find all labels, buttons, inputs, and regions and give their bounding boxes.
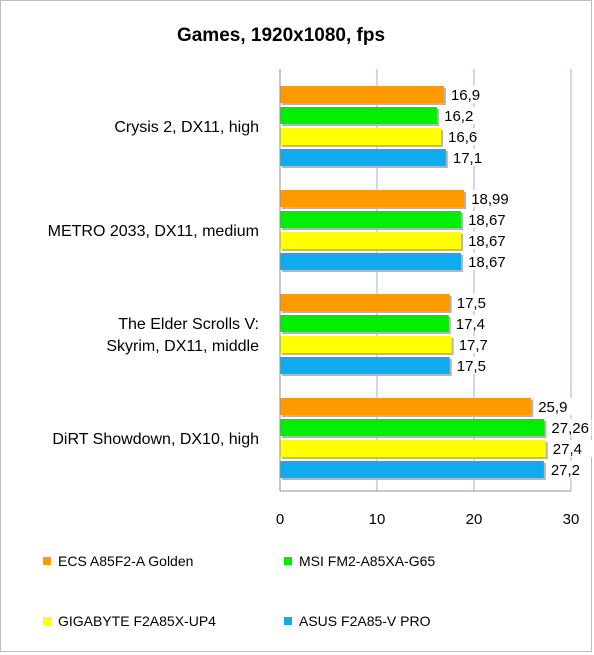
legend-swatch (43, 557, 51, 565)
bar (280, 86, 444, 103)
bar (280, 107, 438, 124)
legend-swatch (284, 557, 292, 565)
bar (280, 253, 462, 270)
category-label: Crysis 2, DX11, high (114, 119, 259, 136)
bar (280, 149, 446, 166)
data-label: 18,67 (468, 233, 506, 250)
category-label: The Elder Scrolls V: (118, 316, 259, 333)
x-tick-label: 10 (369, 511, 386, 528)
bar (280, 357, 450, 374)
bar (280, 315, 449, 332)
data-label: 17,1 (453, 150, 482, 167)
bar (280, 190, 465, 207)
bar (280, 440, 546, 457)
data-label-bg (466, 211, 509, 228)
data-label: 16,6 (448, 129, 477, 146)
category-label: METRO 2033, DX11, medium (48, 223, 259, 240)
bar (280, 294, 450, 311)
data-label: 16,2 (444, 108, 473, 125)
data-label-bg (466, 232, 509, 249)
data-label: 25,9 (538, 399, 567, 416)
category-label: Skyrim, DX11, middle (106, 338, 259, 355)
data-label-bg (454, 357, 497, 374)
data-label: 18,67 (468, 212, 506, 229)
legend-label: MSI FM2-A85XA-G65 (299, 553, 435, 569)
bar (280, 398, 532, 415)
data-label: 27,26 (551, 420, 589, 437)
legend-label: ECS A85F2-A Golden (58, 553, 193, 569)
data-label-bg (450, 149, 493, 166)
chart-title: Games, 1920x1080, fps (177, 25, 385, 46)
data-label-bg (549, 419, 592, 436)
bar (280, 461, 544, 478)
data-label: 17,5 (457, 295, 486, 312)
data-label-bg (536, 398, 579, 415)
data-label-bg (446, 128, 489, 145)
data-label-bg (448, 86, 491, 103)
data-label-bg (548, 461, 591, 478)
legend-swatch (284, 617, 292, 625)
data-label: 17,4 (456, 316, 485, 333)
x-tick-label: 30 (563, 511, 580, 528)
data-label-bg (442, 107, 485, 124)
data-label-bg (454, 294, 497, 311)
legend-swatch (43, 617, 51, 625)
data-label-bg (550, 440, 593, 457)
legend-label: GIGABYTE F2A85X-UP4 (58, 613, 216, 629)
data-label: 17,5 (457, 358, 486, 375)
bar (280, 211, 462, 228)
legend-label: ASUS F2A85-V PRO (299, 613, 431, 629)
data-label: 18,67 (468, 254, 506, 271)
data-label-bg (456, 336, 499, 353)
bar (280, 419, 545, 436)
data-label: 17,7 (459, 337, 488, 354)
bar (280, 336, 452, 353)
data-label: 27,4 (553, 441, 582, 458)
bar (280, 128, 442, 145)
data-label-bg (466, 253, 509, 270)
data-label: 27,2 (551, 462, 580, 479)
data-label: 18,99 (471, 191, 509, 208)
x-tick-label: 0 (276, 511, 284, 528)
data-label: 16,9 (451, 87, 480, 104)
bar (280, 232, 462, 249)
category-label: DiRT Showdown, DX10, high (52, 431, 259, 448)
data-label-bg (469, 190, 512, 207)
x-tick-label: 20 (466, 511, 483, 528)
data-label-bg (453, 315, 496, 332)
